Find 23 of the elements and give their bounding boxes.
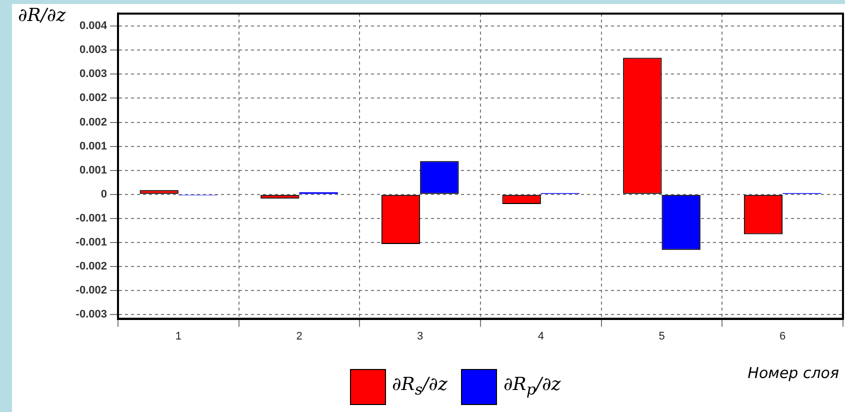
y-tick-label: -0.001 — [76, 212, 107, 224]
y-tick-label: 0.001 — [79, 140, 107, 152]
y-tick-label: -0.002 — [76, 284, 107, 297]
x-tick-label: 2 — [296, 330, 302, 342]
y-tick-label: 0.003 — [79, 68, 107, 80]
x-axis-title: Номер слоя — [748, 364, 839, 382]
y-tick-label: -0.002 — [76, 260, 107, 272]
x-tick-label: 3 — [417, 330, 424, 342]
x-tick-label: 1 — [175, 330, 182, 342]
y-tick-label: -0.001 — [76, 236, 107, 248]
x-tick-label: 6 — [780, 330, 786, 342]
y-tick-label: 0.002 — [79, 92, 107, 104]
y-axis-title: ∂R/∂z — [18, 5, 66, 26]
y-tick-label: -0.003 — [76, 308, 107, 321]
y-tick-label: 0.002 — [79, 116, 107, 129]
y-tick-label: 0.001 — [79, 164, 107, 176]
x-tick-label: 5 — [658, 330, 665, 342]
y-tick-label: 0.003 — [79, 44, 107, 56]
y-tick-label: 0.004 — [79, 20, 108, 32]
y-tick-label: 0 — [100, 188, 107, 200]
legend-label: ∂R$_{p}$/∂z — [503, 374, 561, 400]
x-tick-label: 4 — [538, 330, 544, 342]
legend-label: ∂R$_{s}$/∂z — [392, 374, 448, 400]
